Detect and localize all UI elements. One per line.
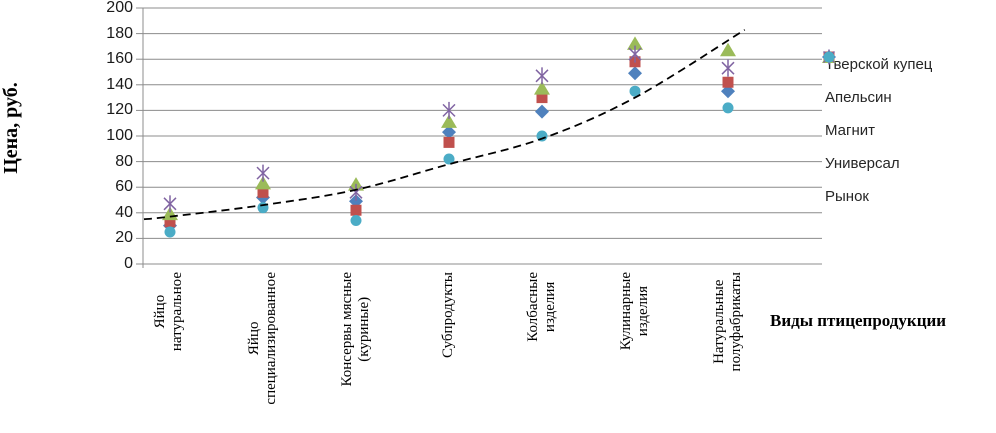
trend-line [143,29,746,221]
marker-asterisk [442,101,456,119]
marker-asterisk [535,67,549,85]
x-category-label: Субпродукты [440,272,456,359]
legend: Тверской купец Апельсин Магнит Универсал Рын… [820,48,932,213]
marker-circle [443,153,455,165]
legend-item-label: Магнит [825,122,876,139]
x-category-label: Яйцо специализированное [246,272,279,405]
marker-square [350,204,362,216]
marker-asterisk [721,59,735,77]
marker-square [164,216,176,228]
legend-item-label: Универсал [825,155,900,172]
x-category-label: Колбасные изделия [525,272,558,342]
y-tick-label: 180 [106,25,133,42]
marker-diamond [628,66,642,81]
marker-square [536,92,548,104]
legend-item-label: Рынок [825,188,869,205]
y-tick-label: 40 [115,204,133,221]
marker-asterisk [256,164,270,182]
legend-item: Магнит [820,51,932,147]
x-category-label: Кулинарные изделия [618,272,651,351]
y-tick-label: 140 [106,76,133,93]
legend-item: Апельсин [820,51,932,114]
marker-triangle [720,42,736,57]
marker-circle [629,85,641,97]
y-tick-label: 80 [115,153,133,170]
marker-diamond [535,104,549,119]
marker-triangle [255,175,271,190]
marker-circle [350,214,362,226]
y-tick-label: 120 [106,101,133,118]
y-tick-label: 20 [115,229,133,246]
x-axis-title: Виды птицепродукции [770,311,947,330]
y-tick-label: 100 [106,127,133,144]
marker-circle [722,102,734,114]
marker-circle [164,226,176,238]
marker-asterisk [628,45,642,63]
marker-triangle [534,81,550,95]
legend-marker-circle-icon [823,51,835,63]
marker-triangle [627,36,643,50]
y-tick-label: 0 [124,255,133,272]
y-tick-label: 200 [106,0,133,16]
legend-item: Рынок [820,51,932,213]
marker-diamond [442,125,456,140]
marker-square [443,136,455,148]
marker-triangle [441,114,457,128]
marker-square [257,186,269,198]
y-tick-label: 60 [115,178,133,195]
marker-asterisk [349,183,363,201]
x-category-label: Яйцо натуральное [152,272,185,352]
legend-item-label: Тверской купец [825,56,933,73]
y-tick-label: 160 [106,50,133,67]
legend-item-label: Апельсин [825,89,892,106]
marker-square [722,76,734,88]
legend-item: Универсал [820,49,932,180]
y-axis-title: Цена, руб. [0,82,22,174]
x-category-label: Натуральные полуфабрикаты [711,272,744,372]
x-category-label: Консервы мясные (куриные) [339,272,372,387]
marker-asterisk [163,195,177,213]
